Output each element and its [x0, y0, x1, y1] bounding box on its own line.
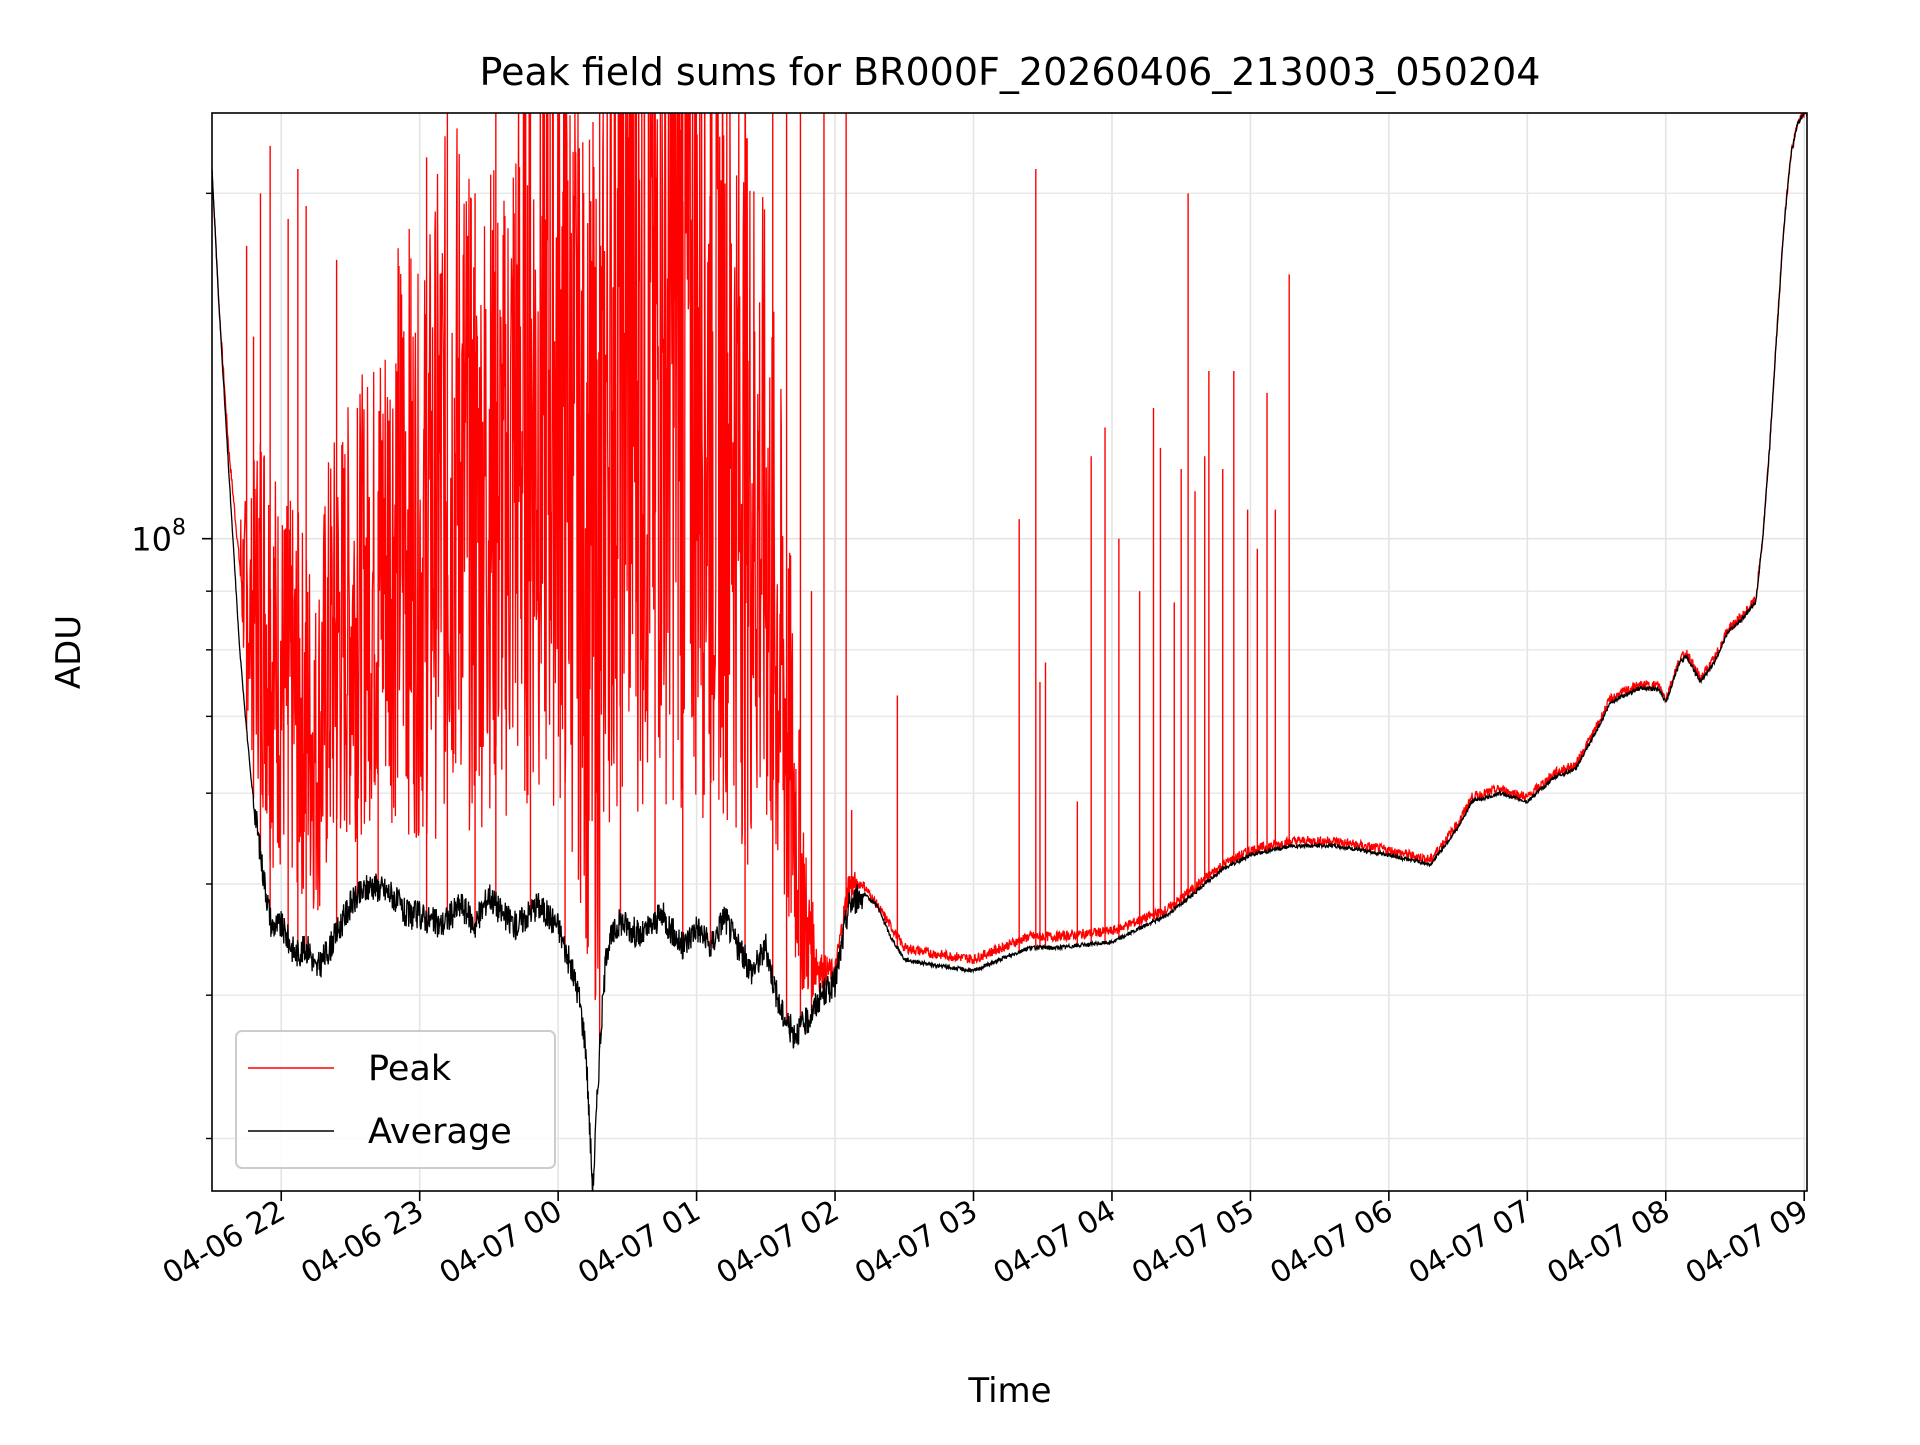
peak-series-line	[212, 113, 1807, 1001]
clipped-series	[212, 113, 1807, 1191]
legend: Peak Average	[235, 1030, 556, 1169]
x-axis-label: Time	[967, 1371, 1051, 1411]
plot-frame	[211, 112, 1808, 1192]
chart-title: Peak field sums for BR000F_20260406_2130…	[480, 50, 1541, 94]
y-tick-label-exponent: 8	[172, 516, 186, 541]
legend-box	[235, 1030, 556, 1169]
legend-peak-label: Peak	[368, 1049, 452, 1089]
legend-average-label: Average	[368, 1112, 512, 1152]
average-series-line	[212, 113, 1807, 1191]
y-axis-label: ADU	[49, 615, 89, 689]
series-layer	[212, 113, 1807, 1191]
y-tick-label-base: 10	[131, 521, 172, 559]
